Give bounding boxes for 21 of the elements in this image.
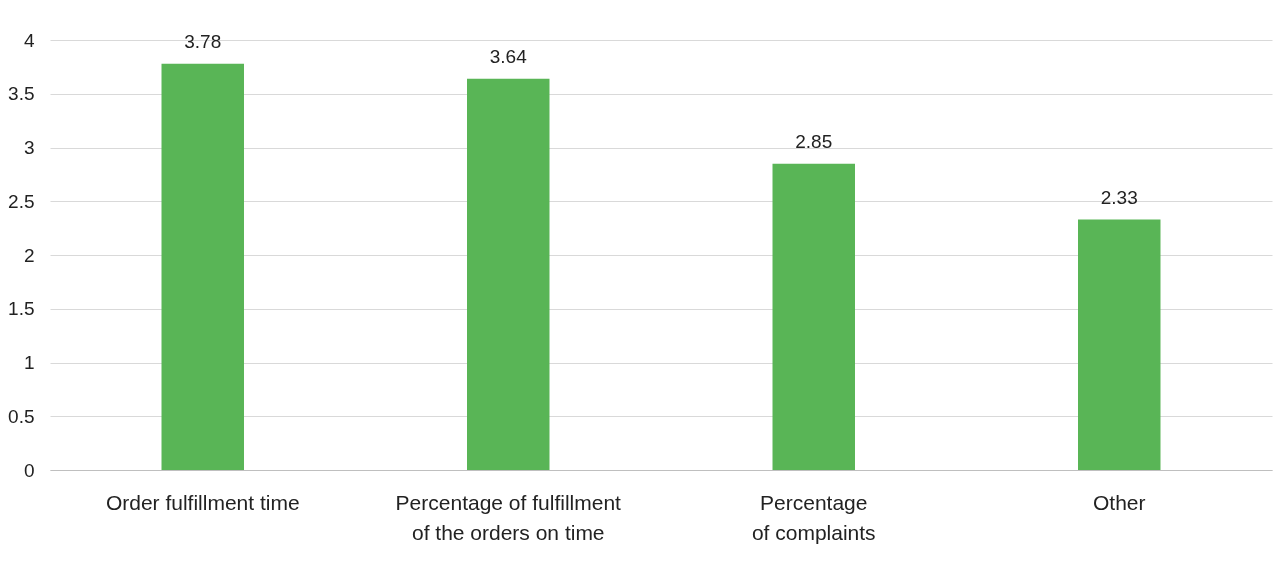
x-tick-label: Percentage of complaints [751,490,876,544]
bar [772,163,855,470]
data-label: 3.78 [184,30,222,52]
data-label: 2.33 [1100,186,1138,208]
data-label: 3.64 [489,45,528,67]
y-tick-label: 0.5 [8,405,35,427]
data-label: 2.85 [795,130,833,152]
y-tick-label: 1 [23,352,35,373]
y-tick-label: 0 [23,459,35,481]
bar [467,78,550,470]
bar [1078,219,1161,470]
y-tick-label: 3 [23,137,35,158]
y-tick-label: 1.5 [8,298,35,320]
bar [161,63,244,470]
y-tick-label: 3.5 [8,83,35,105]
y-tick-label: 2 [23,244,35,266]
x-tick-label: Order fulfillment time [105,490,300,514]
x-tick-label: Percentage of fulfillment of the orders on time [395,490,622,544]
y-tick-label: 4 [23,29,35,51]
x-tick-label: Other [1092,490,1146,514]
y-tick-label: 2.5 [8,190,35,212]
